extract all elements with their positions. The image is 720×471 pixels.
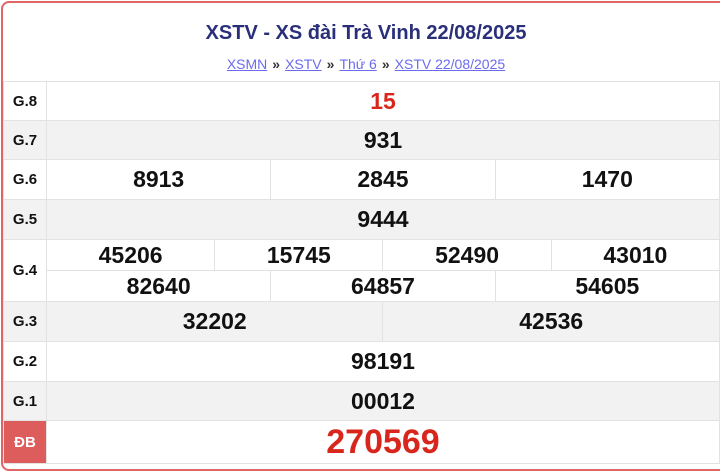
prize-value: 00012	[46, 381, 720, 421]
prize-value: 931	[46, 120, 720, 160]
breadcrumb-separator: »	[381, 56, 390, 72]
prize-value: 32202	[45, 301, 384, 342]
results-table: G.8 15 G.7 931 G.6 8913 2845 1470 G.5 9444 G.4…	[3, 81, 720, 464]
prize-value: 9444	[46, 199, 720, 240]
prize-label: G.6	[3, 159, 47, 200]
prize-value: 42536	[382, 301, 720, 342]
row-g3: G.3 32202 42536	[3, 301, 720, 342]
prize-value: 15745	[214, 239, 384, 271]
special-prize-value: 270569	[46, 420, 720, 464]
prize-label: G.1	[3, 381, 47, 421]
prize-value: 64857	[270, 270, 496, 302]
prize-label: G.3	[3, 301, 47, 342]
row-g2: G.2 98191	[3, 341, 720, 382]
prize-value: 43010	[550, 239, 720, 271]
row-g1: G.1 00012	[3, 381, 720, 421]
breadcrumb: XSMN» XSTV» Thứ 6» XSTV 22/08/2025	[3, 56, 720, 72]
prize-value: 1470	[494, 159, 720, 200]
breadcrumb-xsmn[interactable]: XSMN	[226, 56, 268, 72]
special-prize-label: ĐB	[3, 420, 47, 464]
row-g4: G.4 45206 15745 52490 43010	[3, 239, 720, 302]
prize-value: 54605	[494, 270, 720, 302]
prize-value: 2845	[270, 159, 496, 200]
row-g8: G.8 15	[3, 81, 720, 121]
row-g5: G.5 9444	[3, 199, 720, 240]
prize-value: 98191	[46, 341, 720, 382]
page-title: XSTV - XS đài Trà Vinh 22/08/2025	[205, 22, 527, 44]
row-g6: G.6 8913 2845 1470	[3, 159, 720, 200]
breadcrumb-thu6[interactable]: Thứ 6	[339, 56, 377, 72]
prize-label: G.5	[3, 199, 47, 240]
prize-value: 8913	[45, 159, 272, 200]
row-g7: G.7 931	[3, 120, 720, 160]
breadcrumb-date[interactable]: XSTV 22/08/2025	[394, 56, 506, 72]
prize-value: 45206	[45, 239, 216, 271]
breadcrumb-xstv[interactable]: XSTV	[285, 56, 322, 72]
prize-value: 52490	[382, 239, 552, 271]
breadcrumb-separator: »	[326, 56, 335, 72]
prize-label: G.8	[3, 81, 47, 121]
prize-value: 82640	[45, 270, 272, 302]
prize-value: 15	[46, 81, 720, 121]
row-db: ĐB 270569	[3, 420, 720, 464]
row-g4b: 82640 64857 54605	[4, 270, 720, 302]
prize-label: G.2	[3, 341, 47, 382]
prize-label: G.4	[3, 239, 47, 302]
breadcrumb-separator: »	[272, 56, 281, 72]
prize-label: G.7	[3, 120, 47, 160]
header: XSTV - XS đài Trà Vinh 22/08/2025 XSMN» X…	[3, 3, 720, 81]
